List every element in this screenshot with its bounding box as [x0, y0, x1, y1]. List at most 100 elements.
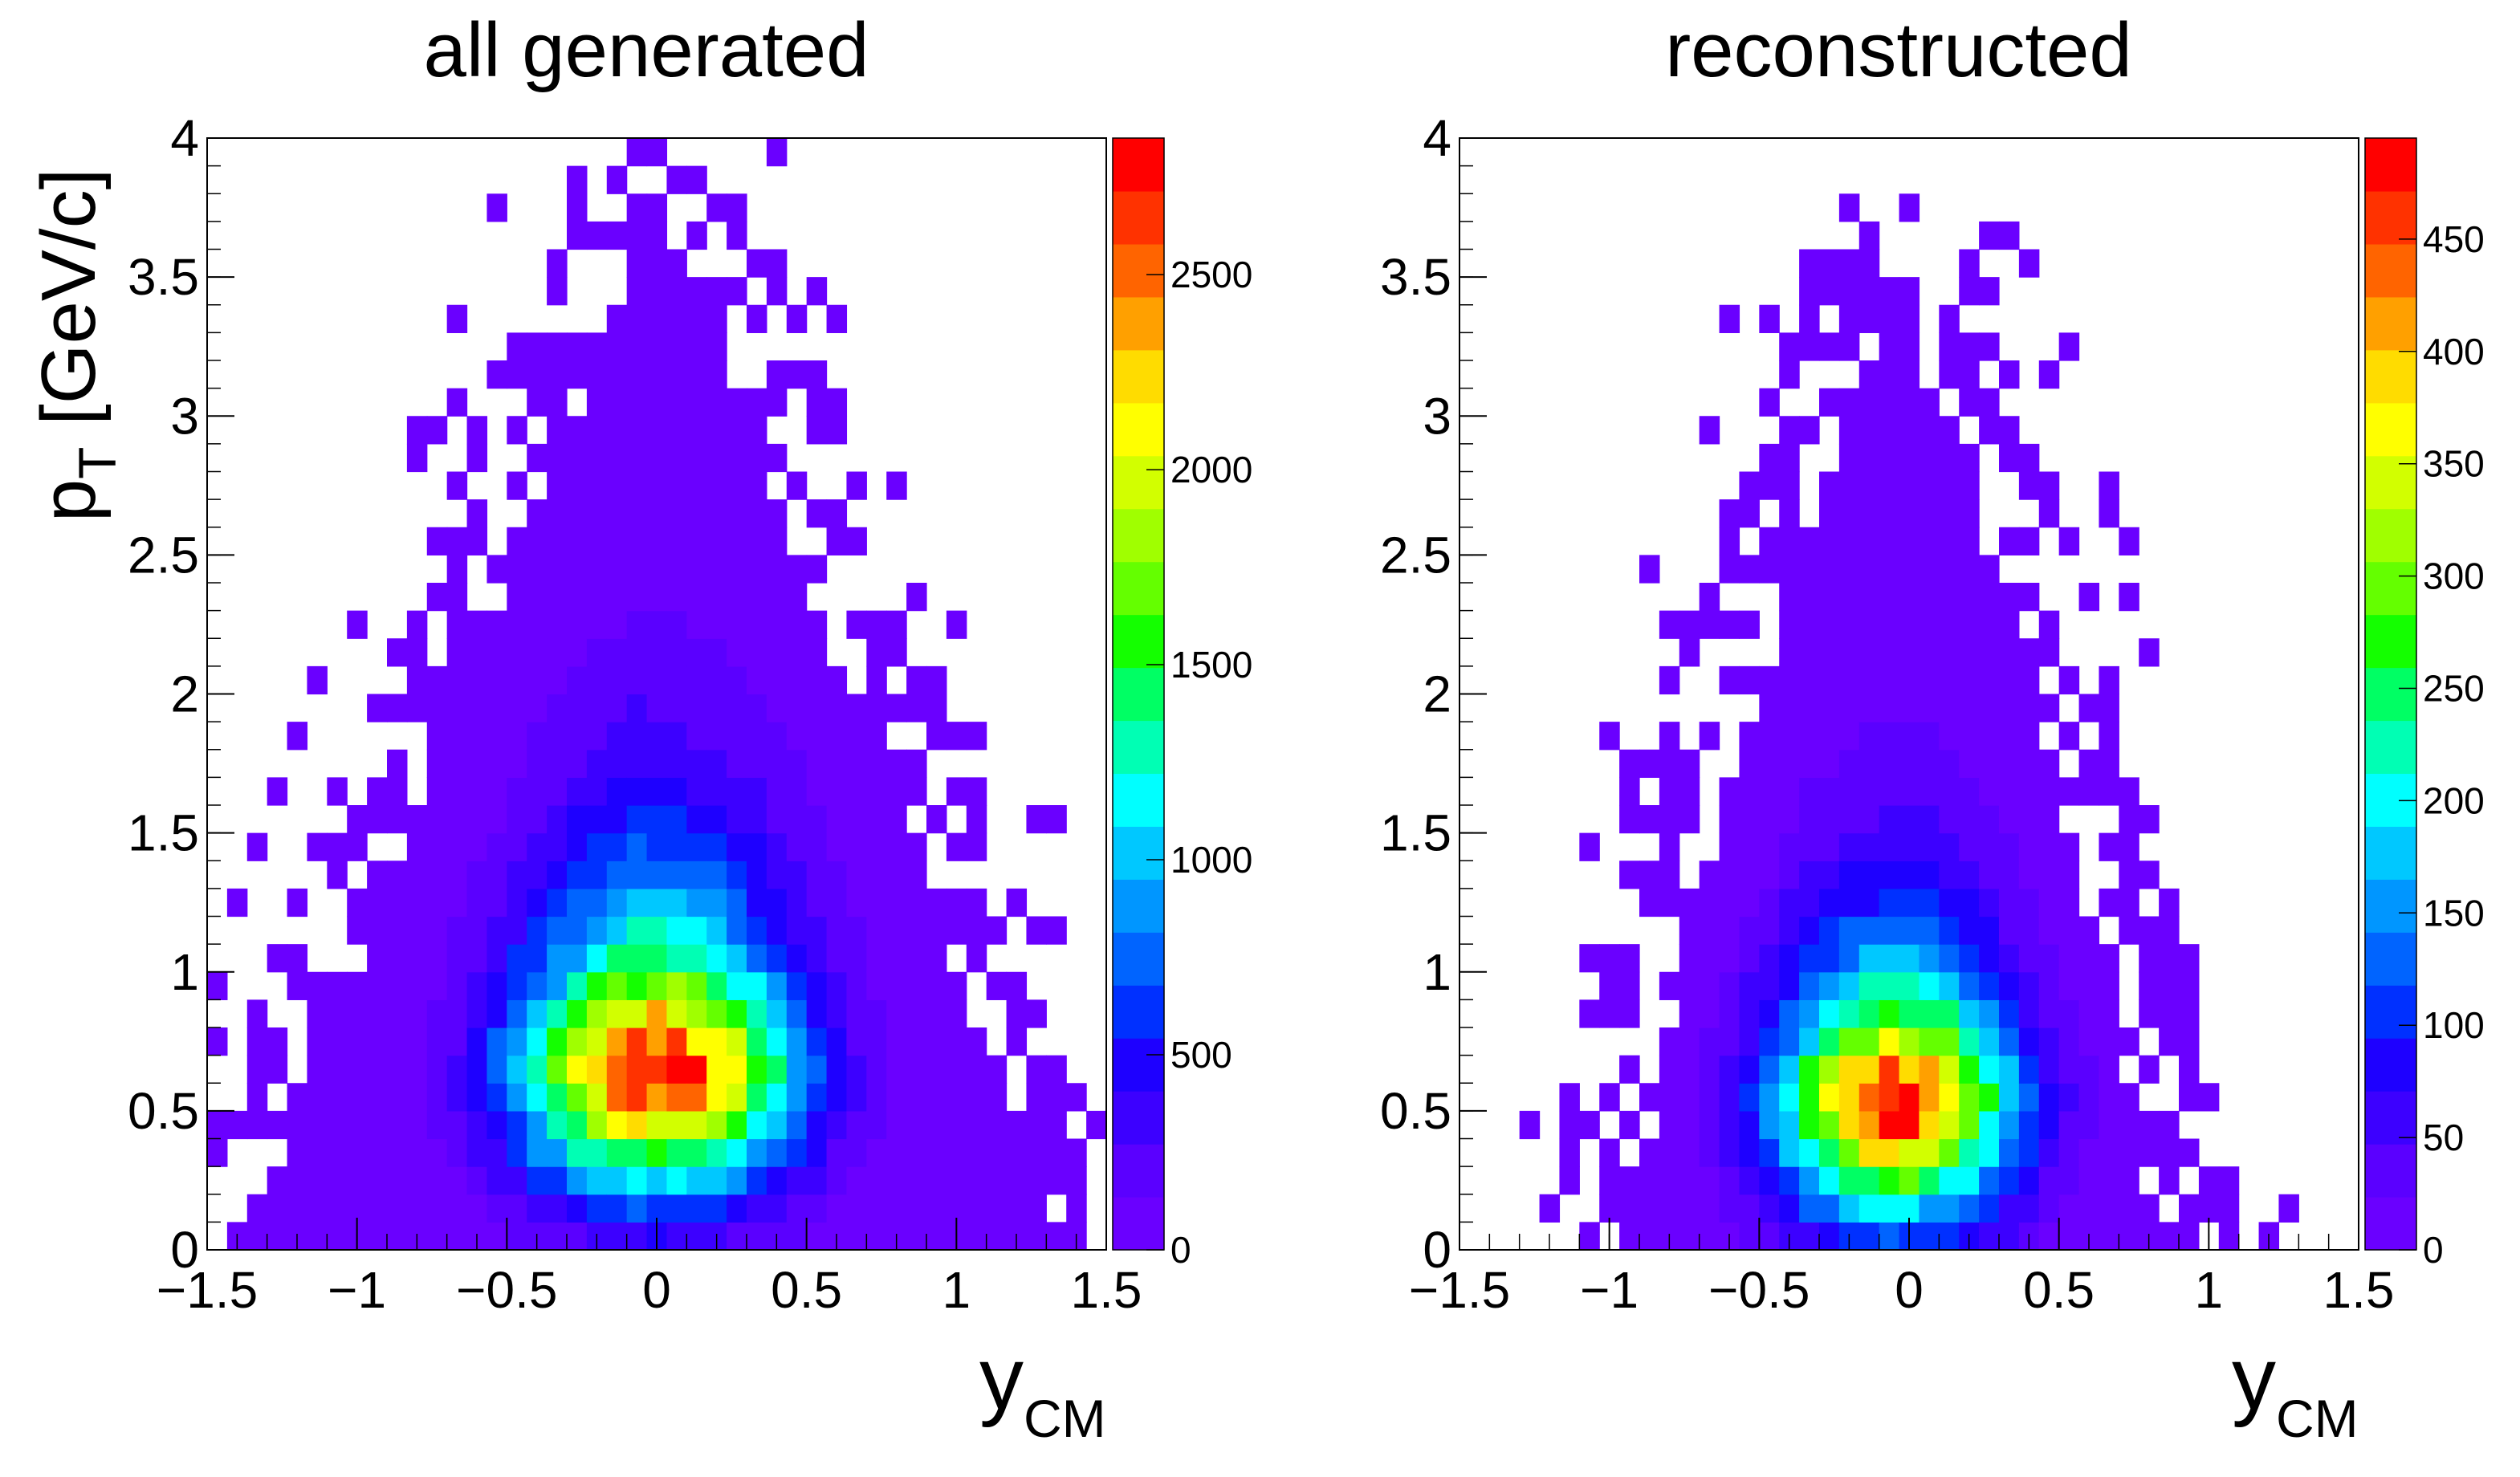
heatmap-cell: [1819, 1027, 1840, 1056]
heatmap-cell: [2099, 777, 2119, 806]
heatmap-cell: [766, 1027, 788, 1056]
heatmap-cell: [1719, 499, 1740, 528]
heatmap-cell: [1659, 1083, 1680, 1112]
heatmap-cell: [806, 1083, 828, 1112]
heatmap-cell: [1659, 861, 1680, 889]
heatmap-cell: [786, 610, 808, 639]
heatmap-cell: [1879, 971, 1900, 1000]
heatmap-cell: [1919, 555, 1940, 584]
heatmap-cell: [2179, 1055, 2200, 1084]
heatmap-cell: [606, 555, 628, 584]
heatmap-cell: [826, 1083, 848, 1112]
heatmap-cell: [1599, 944, 1620, 973]
heatmap-cell: [1899, 1138, 1920, 1167]
heatmap-cell: [1838, 1138, 1860, 1167]
heatmap-cell: [486, 888, 507, 918]
heatmap-cell: [1899, 388, 1920, 417]
heatmap-cell: [706, 777, 727, 806]
heatmap-cell: [826, 971, 848, 1000]
heatmap-cell: [1959, 971, 1980, 1000]
heatmap-cell: [367, 694, 388, 722]
heatmap-cell: [2099, 888, 2119, 918]
heatmap-cell: [466, 916, 488, 945]
heatmap-cell: [766, 249, 788, 278]
heatmap-cell: [686, 360, 707, 389]
heatmap-cell: [1858, 1083, 1880, 1112]
heatmap-cell: [866, 999, 887, 1028]
heatmap-cell: [766, 638, 788, 667]
heatmap-cell: [406, 1083, 428, 1112]
heatmap-cell: [686, 999, 707, 1028]
heatmap-cell: [1838, 944, 1860, 973]
heatmap-cell: [1739, 832, 1760, 861]
color-scale-band: [1113, 720, 1164, 775]
heatmap-cell: [1899, 777, 1920, 806]
heatmap-cell: [1779, 916, 1800, 945]
color-scale-band: [1113, 1091, 1164, 1145]
heatmap-cell: [1919, 944, 1940, 973]
heatmap-cell: [267, 1222, 288, 1251]
heatmap-cell: [1838, 1110, 1860, 1140]
heatmap-cell: [806, 1166, 828, 1195]
heatmap-cell: [1739, 1110, 1760, 1140]
color-scale-band: [2365, 296, 2416, 351]
heatmap-cell: [1799, 888, 1820, 918]
heatmap-cell: [2179, 1083, 2200, 1112]
heatmap-cell: [1779, 749, 1800, 778]
heatmap-cell: [507, 1194, 527, 1223]
heatmap-cell: [2099, 1027, 2119, 1056]
heatmap-cell: [2018, 888, 2040, 918]
heatmap-cell: [1858, 944, 1880, 973]
heatmap-cell: [806, 1055, 828, 1084]
heatmap-cell: [1799, 527, 1820, 555]
heatmap-cell: [246, 832, 268, 861]
heatmap-cell: [426, 916, 448, 945]
heatmap-cell: [1899, 888, 1920, 918]
heatmap-cell: [1679, 944, 1700, 973]
heatmap-cell: [2058, 999, 2080, 1028]
heatmap-cell: [906, 999, 927, 1028]
heatmap-cell: [527, 638, 548, 667]
heatmap-cell: [646, 916, 668, 945]
heatmap-cell: [1579, 944, 1600, 973]
heatmap-cell: [547, 555, 568, 584]
heatmap-cell: [686, 443, 707, 473]
heatmap-cell: [567, 527, 588, 555]
heatmap-cell: [547, 1222, 568, 1251]
heatmap-cell: [727, 805, 747, 834]
heatmap-cell: [1639, 749, 1660, 778]
heatmap-cell: [806, 1194, 828, 1223]
heatmap-cell: [1759, 1166, 1780, 1195]
heatmap-cell: [347, 971, 368, 1000]
heatmap-cell: [686, 749, 707, 778]
heatmap-cell: [1919, 416, 1940, 445]
heatmap-cell: [387, 1222, 408, 1251]
heatmap-cell: [2078, 1055, 2100, 1084]
heatmap-cell: [2018, 1138, 2040, 1167]
heatmap-cell: [2038, 805, 2060, 834]
heatmap-cell: [527, 332, 548, 361]
heatmap-cell: [727, 777, 747, 806]
heatmap-cell: [567, 1194, 588, 1223]
heatmap-cell: [1759, 527, 1780, 555]
heatmap-cell: [1719, 1166, 1740, 1195]
heatmap-cell: [706, 749, 727, 778]
heatmap-cell: [1999, 416, 2020, 445]
heatmap-cell: [2058, 722, 2080, 751]
heatmap-cell: [1679, 1194, 1700, 1223]
heatmap-cell: [2119, 777, 2139, 806]
x-tick-label: 1: [2195, 1261, 2224, 1319]
heatmap-cell: [466, 665, 488, 695]
heatmap-cell: [646, 832, 668, 861]
heatmap-cell: [2119, 1027, 2139, 1056]
heatmap-cell: [406, 1166, 428, 1195]
heatmap-cell: [906, 777, 927, 806]
heatmap-cell: [1799, 416, 1820, 445]
heatmap-cell: [1858, 360, 1880, 389]
heatmap-cell: [806, 694, 828, 722]
color-scale-band: [2365, 720, 2416, 775]
heatmap-cell: [1879, 332, 1900, 361]
heatmap-cell: [586, 527, 608, 555]
heatmap-cell: [626, 610, 648, 639]
heatmap-cell: [706, 583, 727, 612]
